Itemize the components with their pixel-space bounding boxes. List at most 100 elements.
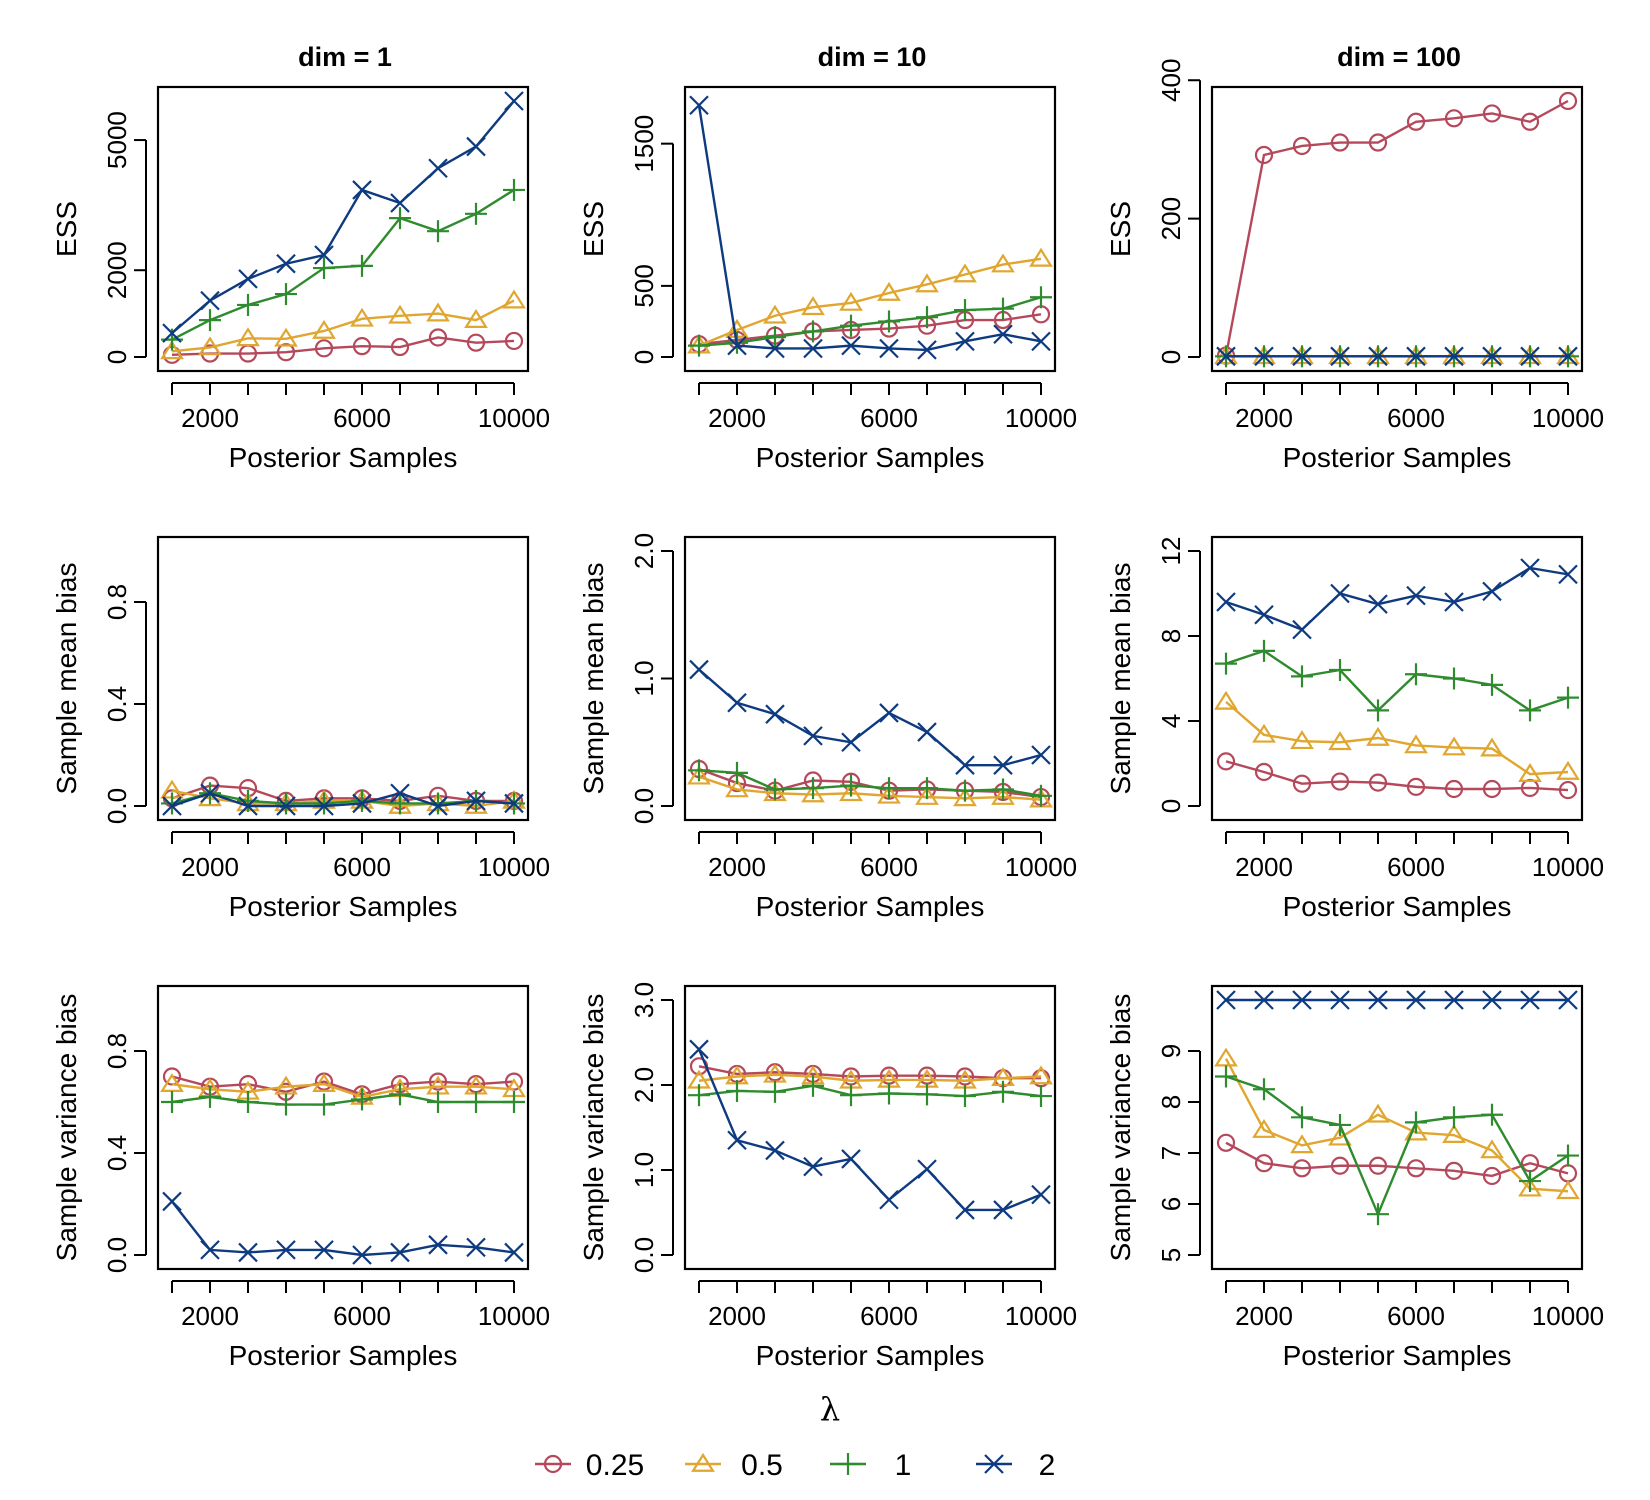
panel-r0-c0-series-0-5-point-1000 — [160, 340, 184, 360]
panel-r2-c2-series-0-25-point-8000 — [1482, 1166, 1502, 1186]
panel-r2-c2-series-1-point-10000 — [1557, 1144, 1579, 1167]
panel-r0-c2-x-tick-label-2000: 2000 — [1235, 403, 1293, 433]
panel-r1-c1-series-2-point-6000 — [879, 703, 899, 723]
panel-r2-c1-series-2-point-3000 — [765, 1140, 785, 1161]
panel-r0-c2-y-tick-label-0: 0 — [1156, 350, 1186, 364]
panel-r1-c0-x-axis: 2000 6000 10000 Posterior Samples — [171, 831, 550, 922]
panel-r0-c0-x-axis: 2000 6000 10000 Posterior Samples — [171, 382, 550, 473]
panel-r2-c2-x-label: Posterior Samples — [1283, 1340, 1512, 1371]
panel-r0-c1-series-1-point-5000 — [840, 314, 862, 337]
panel-r1-c1-series-1 — [688, 759, 1052, 807]
panel-r2-c1-x-tick-label-2000: 2000 — [708, 1301, 766, 1331]
panel-r1-c1-series-1-point-10000 — [1030, 784, 1052, 807]
panel-r0-c2-series-2-point-5000 — [1368, 346, 1388, 367]
panel-r1-c2-series-1-point-8000 — [1481, 673, 1503, 696]
panel-r0-c1-series-1-point-1000 — [688, 334, 710, 357]
panel-r0-c0-series-2-point-9000 — [466, 136, 486, 157]
panel-r0-c2-y-tick-label-400: 400 — [1156, 59, 1186, 102]
panel-r2-c0-series-2-point-3000 — [238, 1242, 258, 1263]
panel-r1-c1-y-tick-label-1: 1.0 — [629, 660, 659, 696]
panel-r0-c2-series-0-25-point-8000 — [1482, 104, 1502, 123]
panel-r1-c0-x-tick-label-10000: 10000 — [478, 852, 550, 882]
panel-r0-c2-series-0-25-point-2000 — [1254, 145, 1274, 165]
panel-r0-c1: 2000 6000 10000 Posterior Samples 0 500 1500 ES… — [578, 85, 1077, 473]
panel-r0-c2-series-0-25-point-7000 — [1444, 109, 1464, 128]
panel-r2-c2-series-1 — [1215, 1065, 1579, 1226]
panel-r0-c1-series-0-5-point-9000 — [991, 253, 1015, 273]
panel-r1-c0-series-2-point-4000 — [276, 796, 296, 816]
panel-r0-c0-series-0-5-point-3000 — [236, 327, 260, 347]
panel-r0-c0-series-0-25-point-6000 — [352, 337, 372, 356]
panel-r1-c2-series-0-5-line — [1225, 700, 1569, 776]
panel-r2-c1-series-2 — [689, 1039, 1051, 1220]
panel-r1-c1-series-2-point-9000 — [993, 755, 1013, 775]
panel-r1-c0-series-1-point-3000 — [237, 789, 259, 812]
panel-r1-c2-series-0-25-point-7000 — [1444, 779, 1464, 799]
panel-r2-c2-series-1-point-3000 — [1291, 1106, 1313, 1129]
panel-r1-c2-series-1-point-10000 — [1557, 686, 1579, 709]
panel-r2-c1-series-0-5-line — [698, 1073, 1042, 1082]
panel-r2-c0-series-1-point-5000 — [313, 1093, 335, 1116]
panel-r1-c2-series-2-point-2000 — [1254, 604, 1274, 625]
panel-r1-c2-series-0-5-point-1000 — [1214, 690, 1238, 710]
panel-r1-c1-series-1-point-5000 — [840, 774, 862, 797]
panel-r2-c0-series-0-25-point-10000 — [504, 1072, 524, 1091]
panel-r1-c0-series-2-point-8000 — [428, 796, 448, 816]
panel-r2-c0-series-1-line — [171, 1093, 514, 1106]
panel-r0-c0-series-1-line — [171, 188, 515, 341]
panel-r2-c1-series-2-point-6000 — [879, 1189, 899, 1210]
panel-r1-c2-series-1-point-1000 — [1215, 652, 1237, 675]
panel-r0-c1-series-0-5-point-6000 — [877, 281, 901, 301]
panel-r1-c0-series-2-point-1000 — [162, 796, 182, 816]
panel-r2-c2-series-1-point-5000 — [1367, 1203, 1389, 1226]
panel-r0-c1-x-label: Posterior Samples — [756, 442, 985, 473]
panel-r2-c2-series-2-point-9000 — [1520, 990, 1540, 1010]
panel-r1-c0-y-label: Sample mean bias — [51, 563, 82, 795]
panel-r1-c0-y-tick-label-0-4: 0.4 — [102, 686, 132, 722]
panel-r0-c1-series-1-point-9000 — [992, 297, 1014, 320]
panel-r1-c2-series-0-25-point-4000 — [1330, 772, 1350, 791]
panel-r0-c1-series-0-25-line — [698, 313, 1042, 346]
panel-r1-c2-series-1-point-4000 — [1329, 659, 1351, 681]
panel-r2-c0-x-tick-label-6000: 6000 — [333, 1301, 391, 1331]
panel-r1-c2-series-2-point-6000 — [1406, 585, 1426, 606]
panel-r1-c0-series-2 — [162, 783, 524, 816]
panel-r0-c0-series-1-point-3000 — [237, 293, 259, 316]
panel-r0-c2-series-2 — [1216, 346, 1578, 367]
panel-r0-c0-series-2-point-1000 — [162, 323, 182, 343]
panel-r2-c1-x-label: Posterior Samples — [756, 1340, 985, 1371]
panel-r0-c2-x-axis: 2000 6000 10000 Posterior Samples — [1225, 382, 1604, 473]
panel-r0-c0-series-0-25-point-5000 — [314, 339, 334, 358]
panel-r1-c1: 2000 6000 10000 Posterior Samples 0.0 1.0 2.0 S… — [578, 533, 1077, 922]
panel-r2-c2-series-0-25-point-2000 — [1254, 1154, 1274, 1173]
panel-r1-c1-x-tick-label-6000: 6000 — [860, 852, 918, 882]
panel-r2-c1-y-tick-label-1: 1.0 — [629, 1152, 659, 1188]
panel-r1-c1-series-2-point-7000 — [917, 722, 937, 742]
panel-r2-c1-series-2-point-10000 — [1031, 1184, 1051, 1205]
panel-r1-c0-series-1 — [161, 782, 525, 815]
panel-r0-c2-series-0-25-point-9000 — [1520, 112, 1540, 131]
panel-r2-c2-series-1-point-4000 — [1329, 1113, 1351, 1136]
panel-r0-c1-series-1-point-7000 — [916, 306, 938, 329]
panel-r2-c0-y-label: Sample variance bias — [51, 994, 82, 1262]
panel-r0-c1-y-label: ESS — [578, 201, 609, 257]
panel-r0-c1-x-tick-label-2000: 2000 — [708, 403, 766, 433]
panel-r1-c0-series-1-line — [171, 792, 515, 805]
panel-r0-c1-series-1 — [688, 286, 1052, 357]
panel-r0-c1-y-tick-label-500: 500 — [629, 264, 659, 307]
panel-r2-c2-y-label: Sample variance bias — [1105, 994, 1136, 1262]
panel-r0-c0-x-tick-label-6000: 6000 — [333, 403, 391, 433]
panel-r1-c2-series-0-5-point-8000 — [1480, 737, 1504, 757]
panel-r2-c1-series-1-point-8000 — [954, 1085, 976, 1108]
panel-r2-c0-series-1-point-9000 — [465, 1091, 487, 1113]
panel-r1-c0-series-2-point-7000 — [390, 783, 410, 804]
panel-r0-c0: 2000 6000 10000 Posterior Samples 0 2000 5000 E… — [51, 85, 550, 473]
panel-r0-c1-y-axis: 0 500 1500 ESS — [578, 115, 674, 364]
panel-r2-c0-series-2-point-4000 — [276, 1240, 296, 1260]
panel-r1-c1-y-tick-label-2: 2.0 — [629, 533, 659, 569]
panel-r1-c2-series-2-point-7000 — [1444, 592, 1464, 612]
panel-r1-c2-y-tick-label-12: 12 — [1156, 537, 1186, 566]
panel-r1-c1-series-0-5-point-1000 — [687, 765, 711, 785]
panel-r2-c0-series-1-point-4000 — [275, 1093, 297, 1116]
panel-r1-c2-series-2-point-8000 — [1482, 581, 1502, 602]
